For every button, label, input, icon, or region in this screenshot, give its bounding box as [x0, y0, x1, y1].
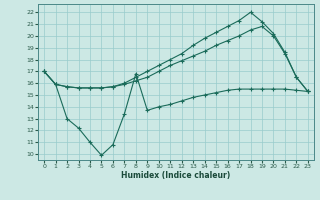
X-axis label: Humidex (Indice chaleur): Humidex (Indice chaleur): [121, 171, 231, 180]
